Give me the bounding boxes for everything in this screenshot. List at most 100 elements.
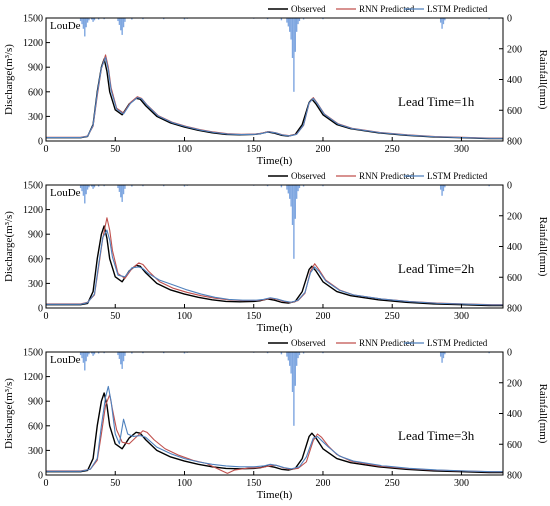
rainfall-bar (120, 18, 122, 31)
rainfall-bar (86, 352, 89, 357)
y-axis-label: Discharge(m³/s) (3, 378, 15, 449)
x-axis-label: Time(h) (257, 489, 293, 501)
plot-frame (45, 351, 504, 476)
y-tick-label: 600 (28, 254, 43, 265)
y2-tick-label: 600 (507, 106, 522, 117)
rainfall-bar (297, 352, 299, 359)
plot-frame (45, 17, 504, 142)
rainfall-bar (183, 185, 186, 187)
x-tick-label: 0 (44, 478, 49, 489)
rainfall-bar (297, 18, 299, 25)
x-tick-label: 300 (454, 311, 469, 322)
rainfall-bar (82, 185, 85, 196)
y-tick-label: 1500 (23, 181, 43, 192)
x-tick-label: 150 (246, 478, 261, 489)
rainfall-bar (79, 185, 82, 189)
rainfall-bar (287, 18, 290, 27)
rainfall-bar (442, 352, 445, 359)
rainfall-bar (117, 352, 119, 356)
series-lines (46, 217, 503, 307)
rainfall-bar (287, 352, 290, 361)
rainfall-bar (122, 185, 125, 195)
y2-tick-label: 600 (507, 440, 522, 451)
rainfall-bar (302, 352, 305, 354)
rainfall-bar (84, 185, 86, 204)
rainfall-bar (290, 352, 292, 374)
y-tick-label: 900 (28, 397, 43, 408)
y-tick-label: 0 (38, 304, 43, 315)
rainfall-bar (118, 18, 121, 25)
rainfall-bar (117, 18, 119, 22)
rainfall-bar (103, 185, 105, 187)
x-axis-label: Time(h) (257, 155, 293, 167)
rainfall-bar (118, 185, 121, 192)
y2-tick-label: 400 (507, 242, 522, 253)
rainfall-bar (442, 18, 445, 25)
rainfall-bar (439, 185, 442, 190)
rainfall-bar (124, 185, 126, 189)
rainfall-bar (294, 18, 296, 52)
y2-tick-label: 600 (507, 273, 522, 284)
rainfall-bar (122, 18, 125, 28)
rainfall-bar (163, 185, 165, 187)
series-line-lstm-predicted (46, 56, 503, 139)
plot-frame (45, 184, 504, 309)
rainfall-bar (298, 18, 301, 22)
x-tick-label: 200 (315, 478, 330, 489)
rainfall-bar (441, 185, 443, 196)
series-lines (46, 385, 503, 474)
station-label: LouDe (50, 354, 81, 366)
rainfall-bar (142, 352, 144, 354)
rainfall-bar (163, 352, 165, 354)
rainfall-bar (86, 185, 89, 190)
y-tick-label: 1500 (23, 14, 43, 25)
y2-tick-label: 800 (507, 471, 522, 482)
rainfall-bar (79, 352, 82, 356)
rainfall-bar (163, 18, 165, 20)
rainfall-bar (81, 352, 83, 359)
rainfall-bar (120, 185, 122, 198)
x-tick-label: 250 (385, 478, 400, 489)
x-tick-label: 300 (454, 144, 469, 155)
y-tick-label: 1500 (23, 348, 43, 359)
rainfall-bar (117, 185, 119, 189)
y2-tick-label: 400 (507, 409, 522, 420)
rainfall-bar (124, 18, 126, 22)
rainfall-bar (122, 352, 125, 362)
lead-time-annotation: Lead Time=3h (398, 428, 475, 443)
rainfall-bar (293, 185, 295, 259)
rainfall-bar (302, 18, 305, 20)
y2-tick-label: 0 (507, 181, 512, 192)
rainfall-bar (131, 352, 133, 354)
rainfall-bar (92, 185, 94, 189)
x-tick-label: 150 (246, 144, 261, 155)
rainfall-bar (84, 18, 86, 37)
legend-entry: LSTM Predicted (427, 171, 488, 181)
y-axis-label: Discharge(m³/s) (3, 44, 15, 115)
rainfall-bar (88, 18, 90, 21)
y-tick-label: 0 (38, 471, 43, 482)
rainfall-bar (444, 185, 446, 188)
rainfall-bar (131, 185, 133, 187)
rainfall-bars (79, 352, 490, 426)
rainfall-bar (88, 185, 90, 188)
legend-entry: RNN Predicted (359, 338, 415, 348)
rainfall-bar (81, 18, 83, 25)
rainfall-bar (92, 18, 94, 22)
rainfall-bar (289, 352, 291, 366)
rainfall-bar (488, 352, 490, 354)
rainfall-bar (91, 18, 93, 20)
rainfall-bar (142, 185, 144, 187)
rainfall-bar (280, 185, 283, 188)
rainfall-bar (444, 18, 446, 21)
rainfall-bar (118, 352, 121, 359)
legend-entry: RNN Predicted (359, 171, 415, 181)
rainfall-bar (444, 352, 446, 355)
legend-entry: RNN Predicted (359, 4, 415, 14)
chart-panel-3: 0 50 100 150 200 250 300 0 300 600 900 1200 1500 0 200… (3, 338, 549, 501)
rainfall-bar (85, 18, 87, 28)
legend-entry: LSTM Predicted (427, 338, 488, 348)
rainfall-bar (266, 352, 269, 354)
rainfall-bar (82, 352, 85, 363)
